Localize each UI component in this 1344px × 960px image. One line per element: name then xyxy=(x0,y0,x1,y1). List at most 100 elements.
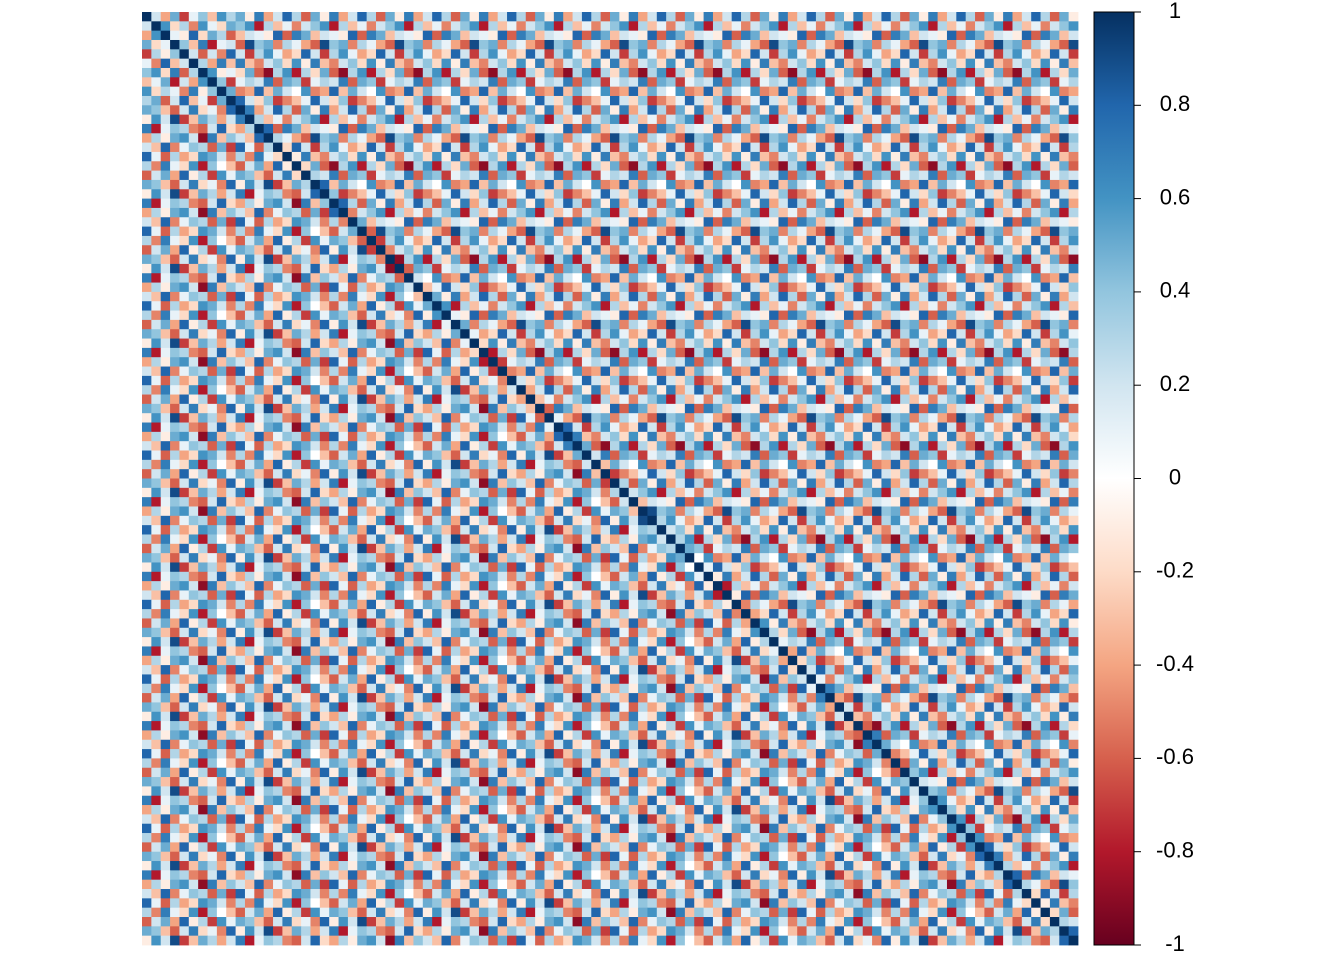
heatmap-cell xyxy=(937,142,948,153)
heatmap-cell xyxy=(975,394,985,405)
heatmap-cell xyxy=(273,291,283,302)
heatmap-cell xyxy=(488,77,499,88)
heatmap-cell xyxy=(1049,58,1060,69)
heatmap-cell xyxy=(198,179,208,190)
heatmap-cell xyxy=(844,30,854,41)
heatmap-cell xyxy=(703,105,714,116)
heatmap-cell xyxy=(825,338,836,349)
heatmap-cell xyxy=(207,273,218,283)
heatmap-cell xyxy=(535,12,545,22)
heatmap-cell xyxy=(394,39,405,50)
heatmap-cell xyxy=(806,142,817,153)
heatmap-cell xyxy=(291,385,302,395)
heatmap-cell xyxy=(301,375,311,386)
heatmap-cell xyxy=(1021,469,1032,479)
heatmap-cell xyxy=(301,30,311,41)
heatmap-cell xyxy=(188,413,199,423)
heatmap-cell xyxy=(1059,67,1070,78)
heatmap-cell xyxy=(244,86,255,97)
heatmap-cell xyxy=(432,366,442,377)
heatmap-cell xyxy=(507,179,517,190)
heatmap-cell xyxy=(497,105,508,116)
heatmap-cell xyxy=(1031,226,1041,237)
heatmap-cell xyxy=(263,403,274,414)
heatmap-cell xyxy=(376,58,386,69)
heatmap-cell xyxy=(610,459,620,470)
heatmap-cell xyxy=(188,357,199,367)
heatmap-cell xyxy=(357,235,368,246)
heatmap-cell xyxy=(694,375,704,386)
heatmap-cell xyxy=(376,282,386,293)
heatmap-cell xyxy=(544,207,555,218)
heatmap-cell xyxy=(928,375,938,386)
heatmap-cell xyxy=(441,105,452,116)
heatmap-cell xyxy=(310,114,321,125)
heatmap-cell xyxy=(946,385,957,395)
heatmap-cell xyxy=(918,245,929,255)
heatmap-cell xyxy=(881,263,892,274)
heatmap-cell xyxy=(769,459,779,470)
heatmap-cell xyxy=(956,459,967,470)
heatmap-cell xyxy=(815,366,826,377)
heatmap-cell xyxy=(310,394,321,405)
heatmap-cell xyxy=(216,385,227,395)
heatmap-cell xyxy=(890,273,901,283)
heatmap-cell xyxy=(357,30,368,41)
heatmap-cell xyxy=(656,301,667,311)
heatmap-cell xyxy=(553,422,564,433)
heatmap-cell xyxy=(422,357,433,367)
heatmap-cell xyxy=(834,394,845,405)
heatmap-cell xyxy=(741,151,751,162)
heatmap-cell xyxy=(450,469,461,479)
heatmap-cell xyxy=(712,77,723,88)
heatmap-cell xyxy=(357,226,368,237)
heatmap-cell xyxy=(319,67,330,78)
heatmap-cell xyxy=(170,441,180,451)
heatmap-cell xyxy=(563,189,573,199)
heatmap-cell xyxy=(151,217,162,227)
heatmap-cell xyxy=(1040,235,1051,246)
heatmap-cell xyxy=(881,366,892,377)
heatmap-cell xyxy=(142,142,152,153)
heatmap-cell xyxy=(946,375,957,386)
heatmap-cell xyxy=(741,385,751,395)
heatmap-cell xyxy=(909,366,920,377)
heatmap-cell xyxy=(581,170,592,181)
heatmap-cell xyxy=(366,469,377,479)
heatmap-cell xyxy=(301,301,311,311)
heatmap-cell xyxy=(900,403,910,414)
heatmap-cell xyxy=(170,291,180,302)
heatmap-cell xyxy=(581,441,592,451)
heatmap-cell xyxy=(535,123,545,134)
heatmap-cell xyxy=(216,431,227,442)
heatmap-cell xyxy=(301,170,311,181)
heatmap-cell xyxy=(862,310,873,321)
heatmap-cell xyxy=(572,49,583,60)
heatmap-cell xyxy=(563,67,573,78)
heatmap-cell xyxy=(460,310,470,321)
heatmap-cell xyxy=(806,245,817,255)
heatmap-cell xyxy=(619,385,630,395)
heatmap-cell xyxy=(900,95,910,106)
heatmap-cell xyxy=(1021,291,1032,302)
heatmap-cell xyxy=(937,422,948,433)
heatmap-cell xyxy=(188,422,199,433)
heatmap-cell xyxy=(310,123,321,134)
heatmap-cell xyxy=(993,114,1004,125)
heatmap-cell xyxy=(750,151,761,162)
heatmap-cell xyxy=(1003,245,1013,255)
heatmap-cell xyxy=(918,49,929,60)
heatmap-cell xyxy=(1059,12,1070,22)
heatmap-cell xyxy=(656,226,667,237)
heatmap-cell xyxy=(703,12,714,22)
heatmap-cell xyxy=(946,67,957,78)
heatmap-cell xyxy=(815,469,826,479)
heatmap-cell xyxy=(254,375,265,386)
heatmap-cell xyxy=(656,49,667,60)
heatmap-cell xyxy=(497,95,508,106)
heatmap-cell xyxy=(563,77,573,88)
heatmap-cell xyxy=(1068,329,1079,339)
heatmap-cell xyxy=(432,235,442,246)
heatmap-cell xyxy=(198,329,208,339)
heatmap-cell xyxy=(1031,39,1041,50)
